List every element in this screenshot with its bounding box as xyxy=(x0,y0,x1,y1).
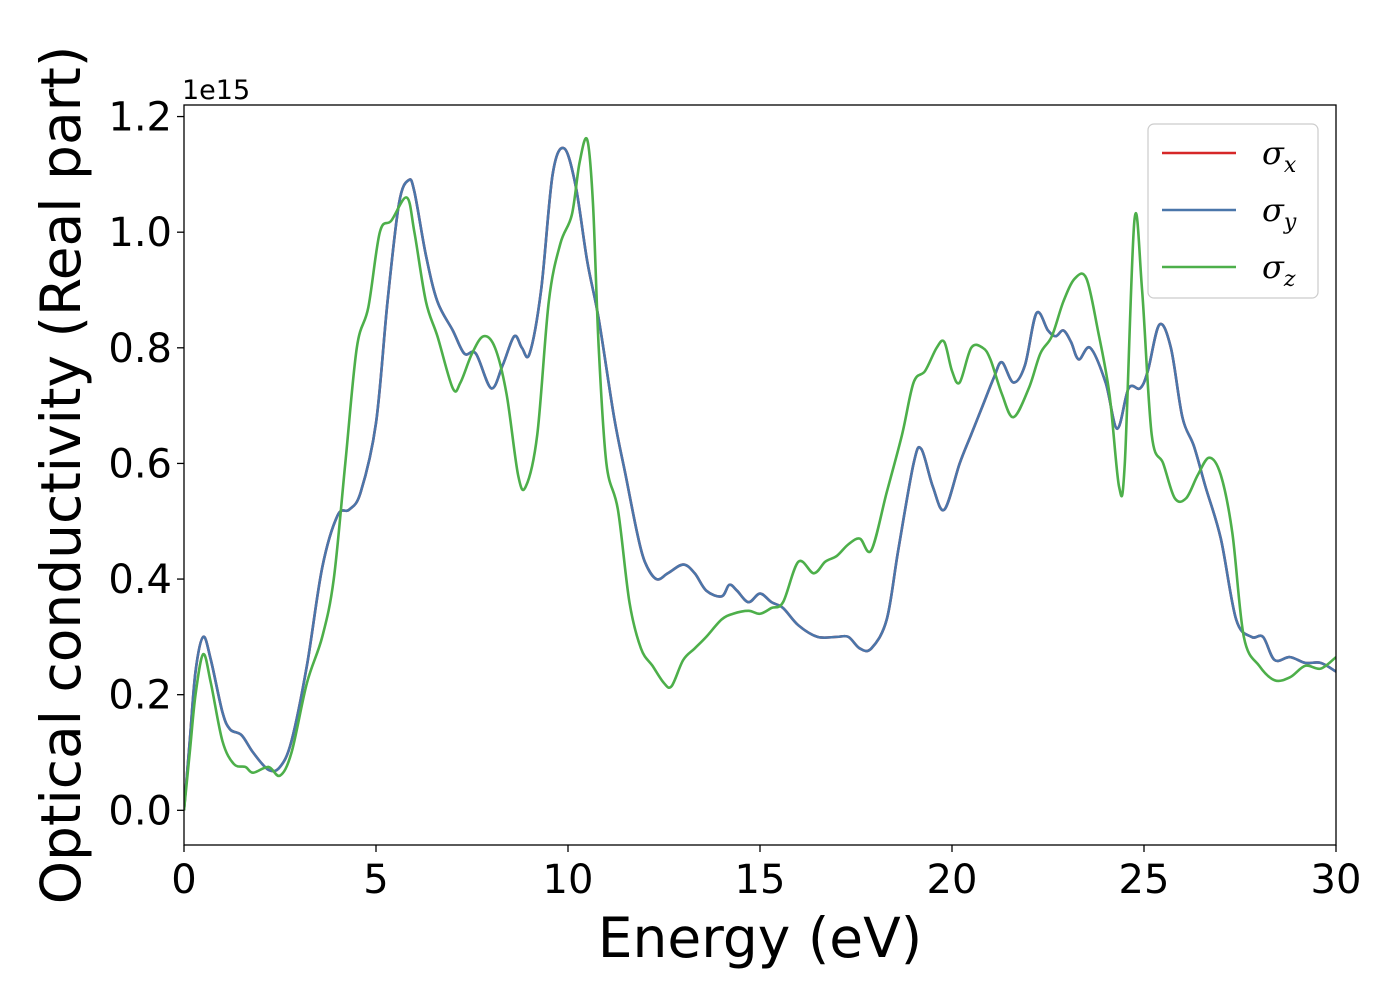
x-axis: 0 5 10 15 20 25 30 xyxy=(171,845,1361,903)
y-tick-label: 1.2 xyxy=(108,95,172,141)
x-tick-label: 25 xyxy=(1119,857,1170,903)
legend: σx σy σz xyxy=(1147,123,1319,299)
y-tick-label: 0.2 xyxy=(108,673,172,719)
x-tick-label: 20 xyxy=(927,857,978,903)
y-axis: 0.0 0.2 0.4 0.6 0.8 1.0 1.2 xyxy=(108,95,184,834)
y-offset-label: 1e15 xyxy=(182,75,250,106)
y-axis-label: Optical conductivity (Real part) xyxy=(29,46,93,905)
x-axis-label: Energy (eV) xyxy=(598,906,922,970)
x-tick-label: 30 xyxy=(1311,857,1362,903)
x-tick-label: 5 xyxy=(363,857,388,903)
y-tick-label: 1.0 xyxy=(108,210,172,256)
x-tick-label: 15 xyxy=(735,857,786,903)
x-tick-label: 10 xyxy=(543,857,594,903)
y-tick-label: 0.4 xyxy=(108,557,172,603)
series-layer xyxy=(184,136,1336,811)
legend-label-sigma-x: σx xyxy=(1262,134,1297,178)
x-tick-label: 0 xyxy=(171,857,196,903)
legend-label-sigma-z: σz xyxy=(1262,248,1296,292)
y-tick-label: 0.0 xyxy=(108,788,172,834)
legend-items: σx σy σz xyxy=(1162,134,1297,292)
series-line-sigma-z xyxy=(184,136,1336,811)
series-line-sigma-y xyxy=(184,146,1336,811)
y-tick-label: 0.6 xyxy=(108,441,172,487)
plot-background xyxy=(184,105,1336,845)
legend-label-sigma-y: σy xyxy=(1262,191,1297,235)
y-tick-label: 0.8 xyxy=(108,326,172,372)
